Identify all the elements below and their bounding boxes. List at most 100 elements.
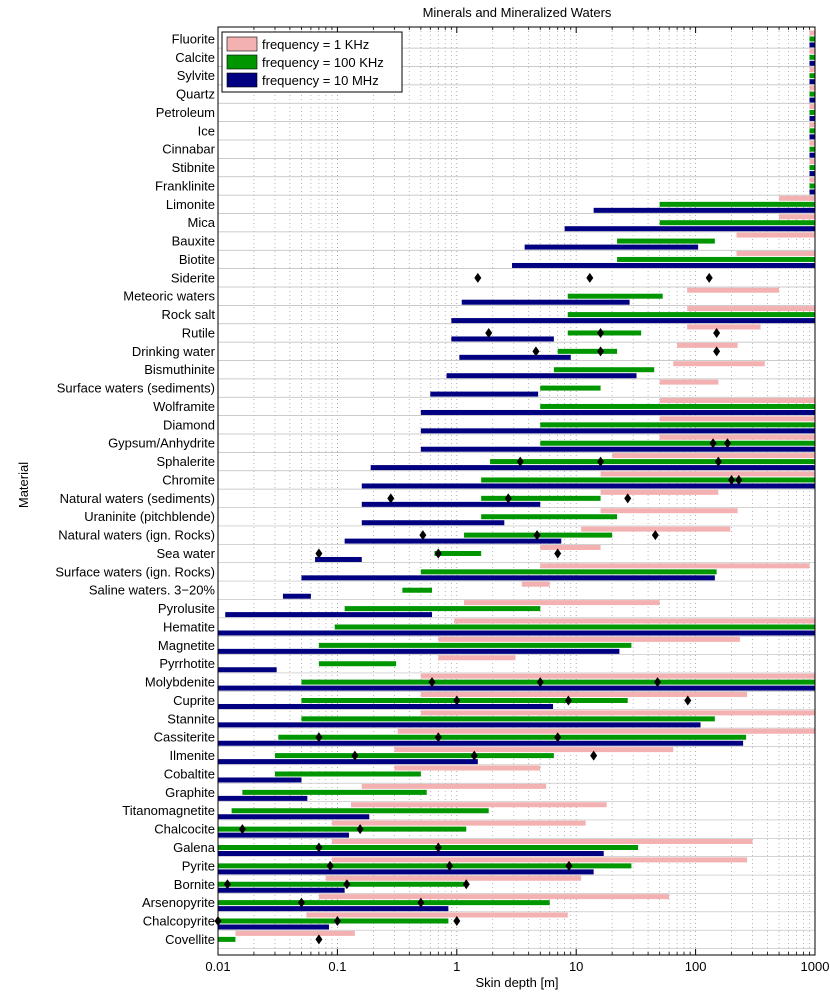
category-label: Galena <box>173 840 216 855</box>
marker-point <box>333 916 341 927</box>
marker-point <box>428 677 436 688</box>
category-label: Bauxite <box>172 234 215 249</box>
marker-point <box>554 732 562 743</box>
legend-swatch <box>226 72 258 88</box>
marker-point <box>565 860 573 871</box>
bar-khz1 <box>736 250 815 256</box>
bar-khz1 <box>600 471 815 477</box>
category-label: Pyrite <box>182 858 215 873</box>
bar-khz1 <box>809 140 815 146</box>
bar-khz100 <box>344 606 541 612</box>
plot-frame <box>217 26 816 956</box>
bar-khz1 <box>673 361 765 367</box>
x-tick-label: 0.1 <box>328 959 346 974</box>
category-label: Mica <box>188 215 216 230</box>
bar-khz1 <box>612 453 815 459</box>
bar-mhz10 <box>218 685 815 691</box>
category-label: Natural waters (sediments) <box>60 491 215 506</box>
bar-mhz10 <box>461 299 630 305</box>
marker-point <box>485 327 493 338</box>
marker-point <box>532 346 540 357</box>
bar-khz1 <box>397 728 815 734</box>
marker-point <box>434 842 442 853</box>
chart-title: Minerals and Mineralized Waters <box>423 5 612 20</box>
marker-point <box>315 842 323 853</box>
bar-khz1 <box>659 416 815 422</box>
bar-khz100 <box>567 330 642 336</box>
bar-khz100 <box>481 477 815 483</box>
bar-khz1 <box>420 710 815 716</box>
marker-point <box>453 695 461 706</box>
bar-mhz10 <box>420 428 815 434</box>
legend-swatch <box>226 36 258 52</box>
bar-khz100 <box>218 881 465 887</box>
category-label: Sea water <box>156 546 215 561</box>
marker-point <box>554 548 562 559</box>
marker-point <box>446 860 454 871</box>
bar-khz100 <box>420 569 717 575</box>
bar-khz100 <box>434 550 482 556</box>
bar-khz1 <box>779 214 815 220</box>
category-label: Magnetite <box>158 638 215 653</box>
marker-point <box>434 548 442 559</box>
bar-khz1 <box>809 85 815 91</box>
x-tick-label: 1 <box>453 959 460 974</box>
bar-mhz10 <box>218 703 554 709</box>
category-label: Stannite <box>167 711 215 726</box>
bar-khz1 <box>809 177 815 183</box>
marker-point <box>474 272 482 283</box>
bar-mhz10 <box>459 354 571 360</box>
bar-mhz10 <box>809 134 815 140</box>
bar-khz1 <box>438 655 516 661</box>
bar-mhz10 <box>218 667 277 673</box>
bar-khz100 <box>557 348 618 354</box>
bar-khz100 <box>809 165 815 171</box>
bar-mhz10 <box>809 42 815 48</box>
bar-khz1 <box>540 544 601 550</box>
bar-khz100 <box>481 514 618 520</box>
category-label: Drinking water <box>132 344 216 359</box>
marker-point <box>462 879 470 890</box>
bar-khz1 <box>438 636 740 642</box>
category-label: Pyrolusite <box>158 601 215 616</box>
category-label: Limonite <box>166 197 215 212</box>
bar-khz100 <box>567 293 663 299</box>
bar-mhz10 <box>218 722 701 728</box>
bar-mhz10 <box>809 60 815 66</box>
marker-point <box>713 327 721 338</box>
bar-khz100 <box>218 936 236 942</box>
category-label: Rock salt <box>162 307 216 322</box>
bar-khz1 <box>659 434 815 440</box>
bar-khz1 <box>325 875 582 881</box>
bar-khz1 <box>736 232 815 238</box>
category-label: Fluorite <box>172 31 215 46</box>
marker-point <box>238 824 246 835</box>
category-label: Molybdenite <box>145 675 215 690</box>
bar-khz100 <box>218 844 639 850</box>
bar-mhz10 <box>430 391 539 397</box>
marker-point <box>624 493 632 504</box>
bar-khz1 <box>351 802 607 808</box>
bar-khz100 <box>809 128 815 134</box>
category-label: Chalcopyrite <box>143 914 215 929</box>
bar-khz1 <box>394 747 674 753</box>
bar-mhz10 <box>420 409 815 415</box>
category-label: Chromite <box>162 472 215 487</box>
bar-khz100 <box>809 36 815 42</box>
x-tick-label: 0.01 <box>205 959 230 974</box>
bar-khz100 <box>617 238 715 244</box>
bar-khz100 <box>540 422 815 428</box>
bar-khz1 <box>235 930 355 936</box>
marker-point <box>597 346 605 357</box>
bar-khz1 <box>809 122 815 128</box>
category-label: Franklinite <box>155 178 215 193</box>
bar-khz100 <box>809 146 815 152</box>
bar-khz1 <box>659 397 815 403</box>
axes: 0.01 0.1 1 10 100 1000 <box>205 26 829 974</box>
category-label: Cobaltite <box>164 766 215 781</box>
marker-point <box>434 732 442 743</box>
marker-point <box>223 879 231 890</box>
bar-khz100 <box>218 863 632 869</box>
bar-mhz10 <box>218 924 329 930</box>
bar-mhz10 <box>218 759 478 765</box>
